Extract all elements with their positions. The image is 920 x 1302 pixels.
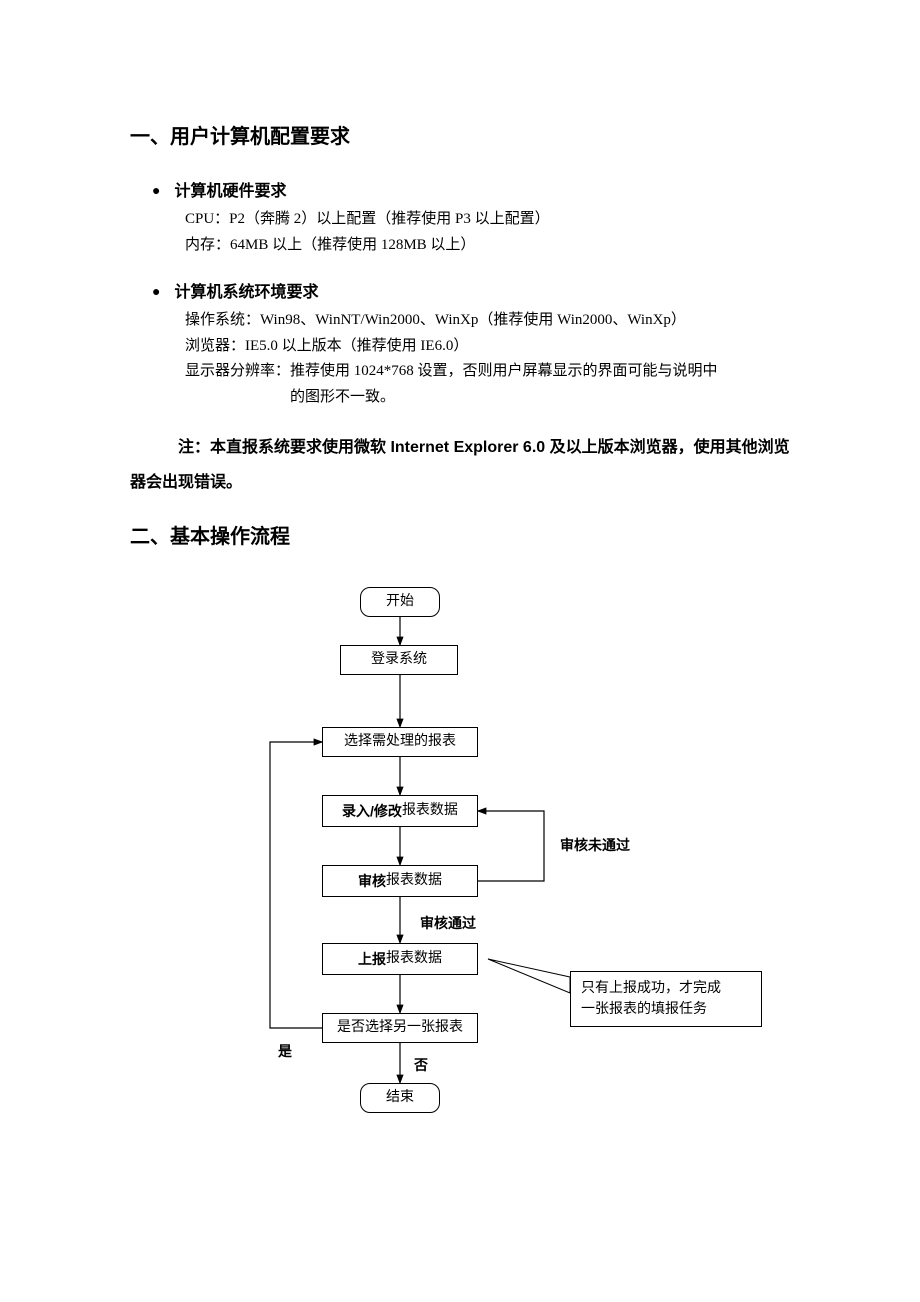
bullet-icon: ● (152, 184, 160, 200)
hardware-line1: CPU：P2（奔腾 2）以上配置（推荐使用 P3 以上配置） (185, 207, 790, 233)
flow-node-end: 结束 (360, 1083, 440, 1113)
flow-node-select: 选择需处理的报表 (322, 727, 478, 757)
system-heading: 计算机系统环境要求 (174, 278, 318, 302)
system-heading-row: ● 计算机系统环境要求 (152, 278, 790, 302)
flow-label: 审核未通过 (560, 835, 630, 855)
flow-label: 否 (414, 1055, 428, 1075)
flow-node-login: 登录系统 (340, 645, 458, 675)
section1-title: 一、用户计算机配置要求 (130, 120, 790, 149)
system-line3: 显示器分辨率：推荐使用 1024*768 设置，否则用户屏幕显示的界面可能与说明… (185, 359, 790, 385)
flowchart-edges (130, 577, 790, 1137)
hardware-heading-row: ● 计算机硬件要求 (152, 177, 790, 201)
hardware-line2: 内存：64MB 以上（推荐使用 128MB 以上） (185, 233, 790, 259)
flow-node-report: 上报报表数据 (322, 943, 478, 975)
flow-node-input: 录入/修改报表数据 (322, 795, 478, 827)
flow-node-audit: 审核报表数据 (322, 865, 478, 897)
browser-note: 注：本直报系统要求使用微软 Internet Explorer 6.0 及以上版… (130, 430, 790, 500)
flowchart: 开始登录系统选择需处理的报表录入/修改报表数据审核报表数据上报报表数据是否选择另… (130, 577, 790, 1137)
bullet-icon: ● (152, 285, 160, 301)
flow-node-choose: 是否选择另一张报表 (322, 1013, 478, 1043)
system-line1: 操作系统：Win98、WinNT/Win2000、WinXp（推荐使用 Win2… (185, 308, 790, 334)
hardware-heading: 计算机硬件要求 (174, 177, 286, 201)
flow-callout: 只有上报成功，才完成一张报表的填报任务 (570, 971, 762, 1027)
system-line3b: 的图形不一致。 (290, 385, 790, 411)
flow-label: 是 (278, 1041, 292, 1061)
section2-title: 二、基本操作流程 (130, 520, 790, 549)
system-line2: 浏览器：IE5.0 以上版本（推荐使用 IE6.0） (185, 334, 790, 360)
flow-label: 审核通过 (420, 913, 476, 933)
flow-node-start: 开始 (360, 587, 440, 617)
